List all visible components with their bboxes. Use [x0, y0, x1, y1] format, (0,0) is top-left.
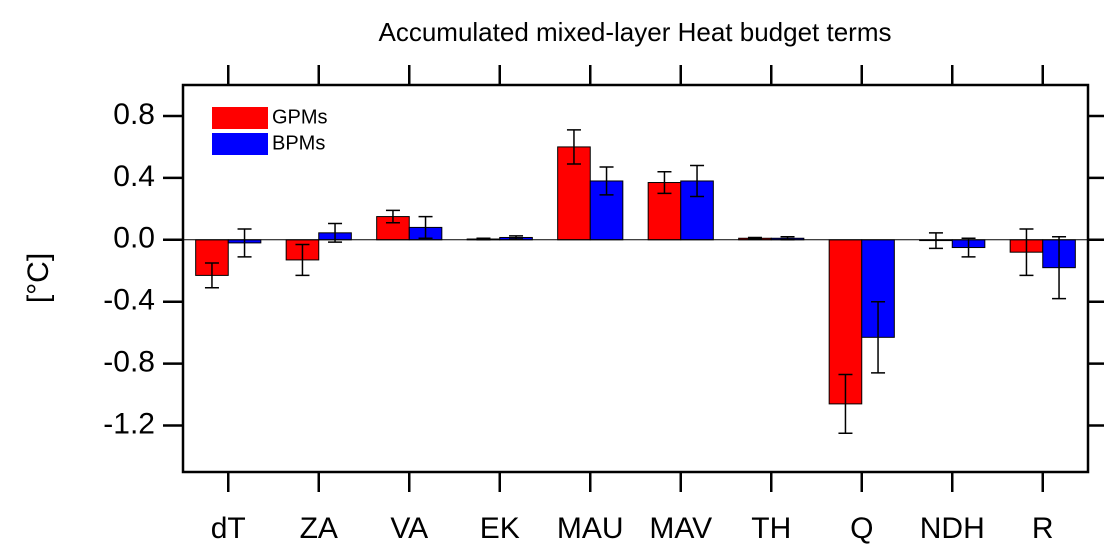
legend-label: BPMs [272, 132, 325, 154]
plot-frame [181, 83, 1090, 474]
y-tick-label: 0.4 [113, 160, 155, 193]
y-tick-label: -0.4 [103, 284, 155, 317]
error-bar [385, 209, 400, 224]
y-axis-label: [°C] [22, 253, 55, 303]
error-bar [509, 235, 524, 240]
error-bar [599, 166, 614, 196]
x-tick-label: NDH [920, 512, 985, 545]
error-bar [690, 164, 705, 198]
x-tick-label: MAV [649, 512, 712, 545]
y-tick-label: 0.8 [113, 98, 155, 131]
error-bar [1019, 228, 1034, 277]
y-tick-label: -0.8 [103, 346, 155, 379]
error-bar [871, 300, 886, 374]
error-bar [295, 243, 310, 277]
error-bar [657, 170, 672, 195]
error-bar [237, 228, 252, 258]
error-bar [838, 373, 853, 435]
error-bar [747, 236, 762, 240]
y-tick-label: 0.0 [113, 222, 155, 255]
legend-label: GPMs [272, 106, 328, 128]
error-bar [204, 262, 219, 289]
x-tick-label: MAU [557, 512, 624, 545]
error-bar [328, 222, 343, 243]
x-tick-label: TH [751, 512, 791, 545]
x-tick-label: ZA [300, 512, 338, 545]
error-bar [1052, 235, 1067, 300]
error-bar [928, 232, 943, 250]
x-tick-label: R [1032, 512, 1054, 545]
legend-swatch [212, 107, 268, 129]
chart-title: Accumulated mixed-layer Heat budget term… [378, 17, 891, 47]
error-bar [418, 215, 433, 240]
x-tick-label: dT [211, 512, 246, 545]
y-tick-label: -1.2 [103, 407, 155, 440]
x-tick-label: EK [480, 512, 520, 545]
error-bar [961, 237, 976, 258]
legend-swatch [212, 133, 268, 155]
error-bar [566, 129, 581, 165]
x-tick-label: VA [390, 512, 428, 545]
x-tick-label: Q [850, 512, 873, 545]
